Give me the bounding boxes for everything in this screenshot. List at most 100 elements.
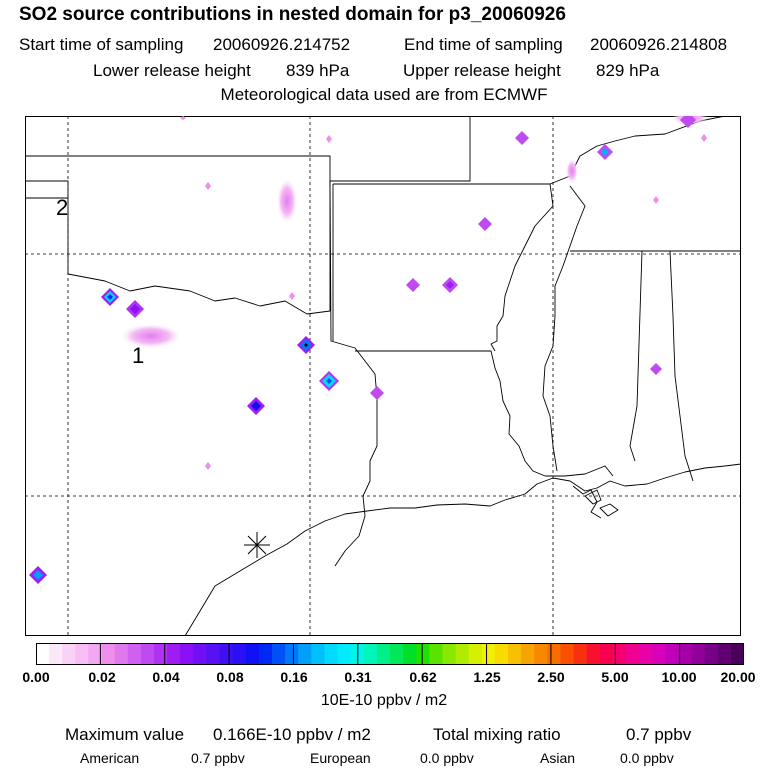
colorbar-tick-label: 0.04 [152, 669, 180, 685]
colorbar-tick-label: 0.31 [344, 669, 372, 685]
max-value-label: Maximum value [65, 725, 185, 744]
source-marker [597, 144, 613, 160]
colorbar-cell [167, 643, 181, 665]
colorbar-cell [206, 643, 221, 665]
colorbar-tick-label: 5.00 [601, 669, 629, 685]
colorbar-cell [586, 643, 601, 665]
colorbar-cell [376, 643, 391, 665]
colorbar-cell [180, 643, 194, 665]
european-value: 0.0 ppbv [420, 750, 474, 766]
map-label-1: 1 [132, 343, 144, 368]
plume-blobs [121, 116, 708, 348]
source-marker [442, 277, 458, 293]
european-label: European [310, 750, 371, 766]
end-time-value: 20060926.214808 [590, 35, 728, 54]
colorbar-cell [442, 643, 457, 665]
colorbar-cell [639, 643, 653, 665]
colorbar-cell [652, 643, 666, 665]
colorbar-cell [127, 643, 142, 665]
colorbar-cell [154, 643, 168, 665]
source-marker [515, 131, 529, 145]
colorbar-cell [678, 643, 693, 665]
colorbar-cell [416, 643, 430, 665]
colorbar-units: 10E-10 ppbv / m2 [320, 692, 448, 709]
source-marker [680, 116, 696, 128]
source-marker-faint [180, 116, 707, 470]
colorbar-cell [599, 643, 614, 665]
colorbar-cell [36, 643, 50, 665]
colorbar-cell [494, 643, 509, 665]
colorbar-tick-label: 1.25 [473, 669, 501, 685]
colorbar-cell [219, 643, 234, 665]
map-label-2: 2 [56, 195, 68, 220]
colorbar-cell [704, 643, 719, 665]
page-title: SO2 source contributions in nested domai… [19, 4, 566, 25]
lower-height-label: Lower release height [93, 61, 251, 80]
colorbar-cell [508, 643, 522, 665]
colorbar-cell [49, 643, 63, 665]
upper-height-value: 829 hPa [596, 61, 660, 80]
map-frame [25, 116, 741, 636]
colorbar-cell [717, 643, 732, 665]
colorbar-tick-label: 10.00 [661, 669, 697, 685]
colorbar-tick-label: 0.02 [88, 669, 116, 685]
start-time-value: 20060926.214752 [213, 35, 351, 54]
colorbar-cell [626, 643, 640, 665]
lower-height-value: 839 hPa [286, 61, 350, 80]
colorbar-cell [521, 643, 535, 665]
end-time-label: End time of sampling [404, 35, 563, 54]
colorbar-cell [285, 643, 299, 665]
colorbar-cell [612, 643, 627, 665]
colorbar-cell [193, 643, 208, 665]
colorbar-cell [62, 643, 76, 665]
source-markers [29, 116, 707, 584]
source-marker [650, 363, 662, 375]
colorbar-cell [730, 643, 744, 665]
source-marker [126, 300, 144, 318]
american-value: 0.7 ppbv [191, 750, 245, 766]
source-marker [29, 566, 47, 584]
colorbar-cell [534, 643, 548, 665]
colorbar-cell [691, 643, 706, 665]
colorbar-cell [272, 643, 286, 665]
colorbar-cell [311, 643, 326, 665]
colorbar-cell [101, 643, 116, 665]
colorbar-cell [573, 643, 588, 665]
asterisk-icon [244, 532, 270, 558]
colorbar-tick-label: 0.08 [216, 669, 244, 685]
colorbar [36, 643, 744, 665]
total-mixing-value: 0.7 ppbv [626, 725, 692, 744]
colorbar-cell [390, 643, 404, 665]
asian-label: Asian [540, 750, 576, 766]
start-time-label: Start time of sampling [19, 35, 184, 54]
colorbar-cell [232, 643, 247, 665]
colorbar-tick-label: 2.50 [537, 669, 565, 685]
colorbar-cell [547, 643, 562, 665]
colorbar-cell [258, 643, 273, 665]
upper-height-label: Upper release height [403, 61, 561, 80]
colorbar-cell [481, 643, 496, 665]
map-panel: 1 2 [25, 116, 741, 636]
colorbar-tick-label: 0.16 [280, 669, 308, 685]
american-label: American [80, 750, 140, 766]
colorbar-cell [665, 643, 680, 665]
source-marker [319, 371, 339, 391]
source-marker [247, 397, 265, 415]
colorbar-cell [403, 643, 417, 665]
source-marker [370, 386, 384, 400]
source-marker [297, 336, 315, 354]
source-marker [406, 278, 420, 292]
colorbar-cell [363, 643, 378, 665]
colorbar-cell [245, 643, 260, 665]
colorbar-cell [468, 643, 483, 665]
colorbar-tick-label: 0.00 [22, 669, 50, 685]
source-marker [478, 217, 492, 231]
total-mixing-label: Total mixing ratio [433, 725, 561, 744]
colorbar-cell [140, 643, 155, 665]
colorbar-tick-label: 0.62 [409, 669, 437, 685]
source-marker [101, 288, 119, 306]
colorbar-cell [337, 643, 352, 665]
colorbar-cell [560, 643, 575, 665]
max-value: 0.166E-10 ppbv / m2 [213, 725, 371, 744]
colorbar-cell [429, 643, 444, 665]
